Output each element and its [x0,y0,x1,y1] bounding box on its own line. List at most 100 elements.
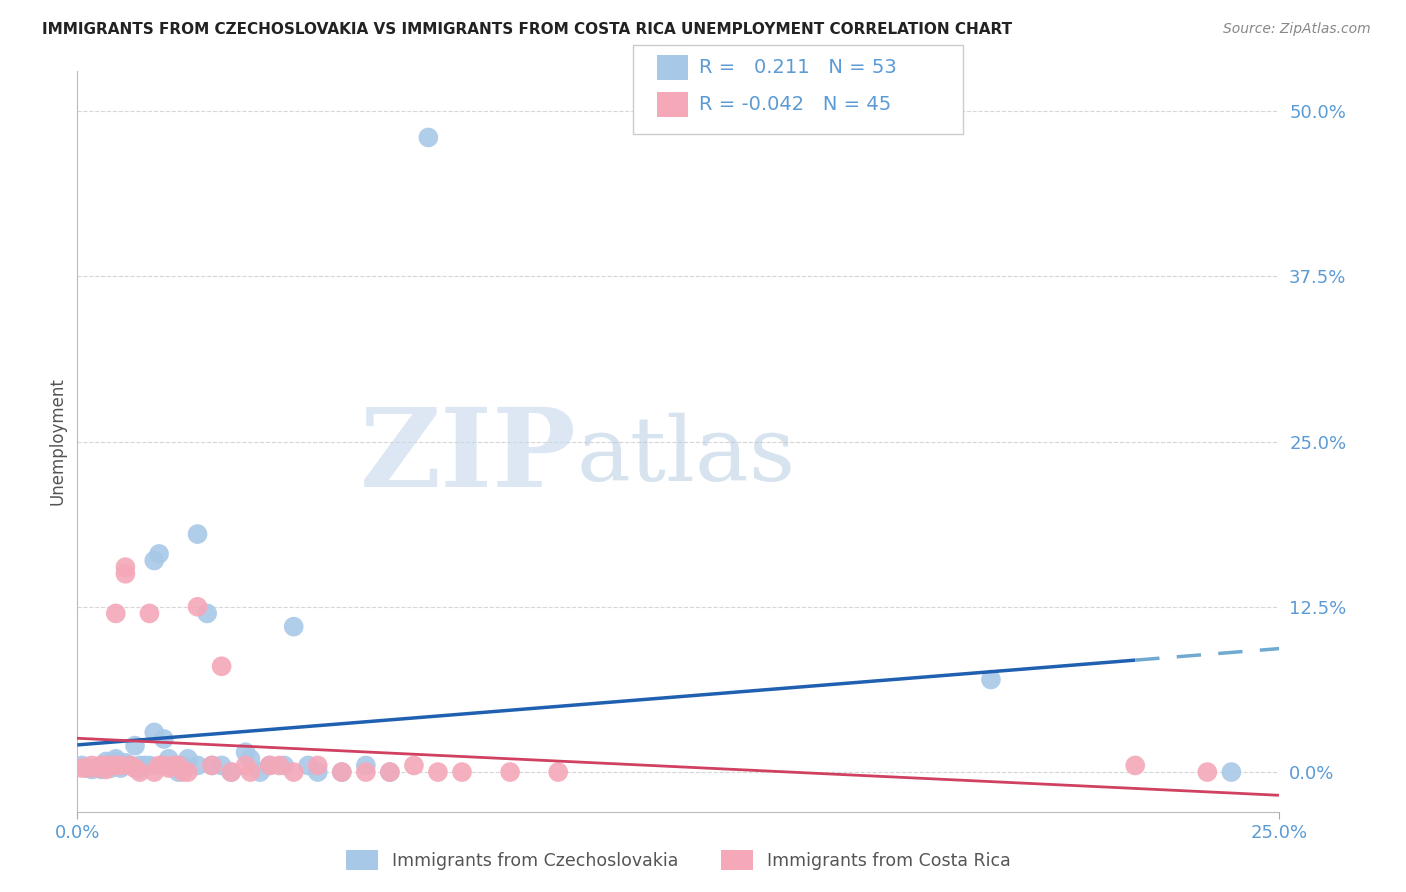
Point [76,761,98,775]
Legend: Immigrants from Czechoslovakia, Immigrants from Costa Rica: Immigrants from Czechoslovakia, Immigran… [339,843,1018,877]
Point [186,758,209,772]
Point [235,745,257,759]
Point [110,758,132,772]
Point [143,765,166,780]
Point [153,758,176,772]
Point [114,756,136,770]
Point [239,752,262,766]
Point [96,755,118,769]
Point [307,758,329,772]
Point [239,765,262,780]
Text: ZIP: ZIP [360,403,576,510]
Point [96,763,118,777]
Point [104,607,127,621]
Point [177,752,200,766]
Point [153,758,176,772]
Point [143,553,166,567]
Point [297,758,319,772]
Point [148,547,170,561]
Point [157,761,180,775]
Point [110,761,132,775]
Point [96,758,118,772]
Point [451,765,474,780]
Point [90,758,112,772]
Point [128,758,150,772]
Point [100,756,122,770]
Point [418,130,440,145]
Point [90,758,112,772]
Point [1197,765,1219,780]
Point [211,659,233,673]
Point [273,758,295,772]
Point [143,725,166,739]
Point [114,560,136,574]
Point [167,758,190,772]
Point [259,758,281,772]
Point [269,758,291,772]
Point [104,752,127,766]
Point [354,765,377,780]
Point [100,758,122,772]
Point [124,739,146,753]
Point [162,758,184,772]
Point [283,619,305,633]
Y-axis label: Unemployment: Unemployment [48,377,66,506]
Point [354,758,377,772]
Point [96,758,118,772]
Text: R = -0.042   N = 45: R = -0.042 N = 45 [699,95,891,114]
Point [1123,758,1146,772]
Point [186,527,209,541]
Point [201,758,224,772]
Point [134,758,156,772]
Point [219,765,242,780]
Point [402,758,425,772]
Point [186,599,209,614]
Point [104,755,127,769]
Point [1220,765,1243,780]
Point [124,761,146,775]
Point [86,761,108,775]
Text: Source: ZipAtlas.com: Source: ZipAtlas.com [1223,22,1371,37]
Point [153,731,176,746]
Point [114,566,136,581]
Point [307,765,329,780]
Point [172,765,194,780]
Point [195,607,218,621]
Point [259,758,281,772]
Point [427,765,450,780]
Point [499,765,522,780]
Point [90,763,112,777]
Point [128,765,150,780]
Point [157,752,180,766]
Point [76,761,98,775]
Point [100,758,122,772]
Point [167,765,190,780]
Point [120,758,142,772]
Point [283,765,305,780]
Point [330,765,353,780]
Point [100,761,122,775]
Point [114,758,136,772]
Point [980,673,1002,687]
Point [80,763,103,777]
Point [547,765,569,780]
Point [138,607,160,621]
Point [120,758,142,772]
Point [378,765,401,780]
Point [148,758,170,772]
Point [211,758,233,772]
Point [330,765,353,780]
Point [378,765,401,780]
Text: R =   0.211   N = 53: R = 0.211 N = 53 [699,58,897,77]
Point [80,758,103,772]
Point [70,758,93,772]
Point [177,765,200,780]
Point [128,763,150,777]
Text: atlas: atlas [576,413,796,500]
Point [138,758,160,772]
Text: IMMIGRANTS FROM CZECHOSLOVAKIA VS IMMIGRANTS FROM COSTA RICA UNEMPLOYMENT CORREL: IMMIGRANTS FROM CZECHOSLOVAKIA VS IMMIGR… [42,22,1012,37]
Point [70,761,93,775]
Point [162,758,184,772]
Point [219,765,242,780]
Point [249,765,271,780]
